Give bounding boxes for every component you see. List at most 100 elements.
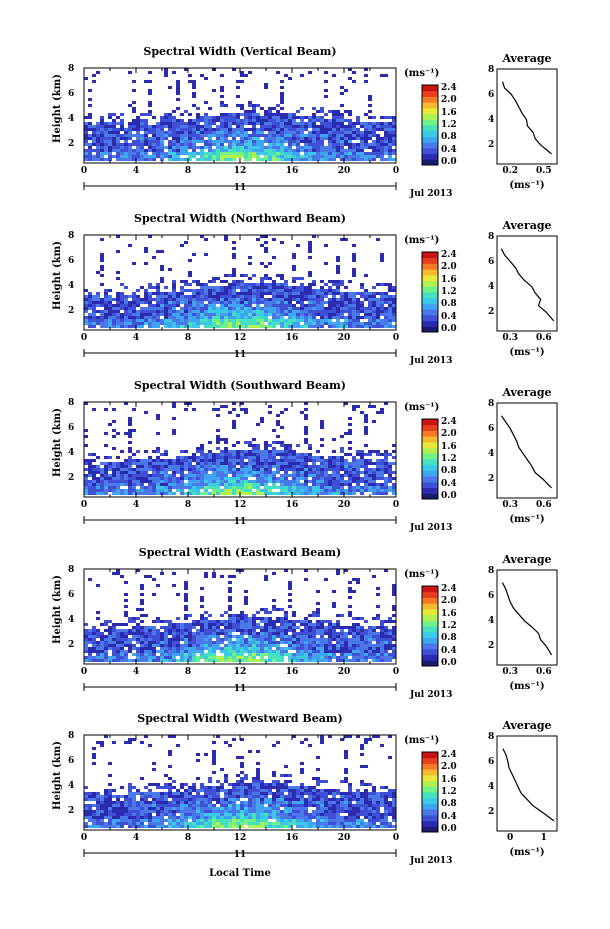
x-tick-label: 8 bbox=[184, 500, 192, 510]
date-label: Jul 2013 bbox=[410, 189, 453, 199]
colorbar-segment bbox=[422, 757, 438, 764]
y-axis-label: Height (km) bbox=[52, 241, 63, 310]
x-tick-label: 0 bbox=[392, 333, 400, 343]
average-unit: (ms⁻¹) bbox=[509, 681, 545, 692]
colorbar-tick-label: 0.8 bbox=[441, 299, 457, 310]
colorbar-segment bbox=[422, 643, 438, 650]
colorbar-segment bbox=[422, 786, 438, 793]
x-tick-label: 4 bbox=[132, 667, 140, 677]
colorbar-segment bbox=[422, 774, 438, 782]
colorbar-segment bbox=[422, 769, 438, 776]
y-tick-label: 2 bbox=[68, 473, 75, 483]
y-tick-label: 2 bbox=[68, 139, 75, 149]
day-bar bbox=[83, 849, 397, 857]
colorbar-segment bbox=[422, 90, 438, 97]
average-y-tick-label: 2 bbox=[488, 807, 495, 817]
panel-title: Spectral Width (Eastward Beam) bbox=[138, 546, 342, 559]
x-tick-label: 20 bbox=[337, 166, 351, 176]
x-tick-label: 0 bbox=[392, 667, 400, 677]
colorbar-segment bbox=[422, 648, 438, 656]
colorbar-tick-label: 0.4 bbox=[441, 311, 457, 322]
colorbar-segment bbox=[422, 660, 438, 667]
x-tick-label: 16 bbox=[285, 667, 299, 677]
colorbar-tick-label: 2.0 bbox=[441, 262, 457, 273]
average-frame bbox=[496, 402, 558, 499]
x-tick-label: 0 bbox=[392, 500, 400, 510]
colorbar-segment bbox=[422, 763, 438, 770]
colorbar-tick-label: 0.4 bbox=[441, 811, 457, 822]
colorbar-segment bbox=[422, 85, 438, 92]
x-tick-label: 20 bbox=[337, 333, 351, 343]
colorbar-segment bbox=[422, 263, 438, 270]
x-tick-label: 20 bbox=[337, 833, 351, 843]
colorbar bbox=[421, 418, 439, 500]
colorbar bbox=[421, 84, 439, 166]
colorbar-tick-label: 2.4 bbox=[441, 584, 457, 594]
colorbar-segment bbox=[422, 626, 438, 633]
average-y-tick-label: 8 bbox=[488, 232, 495, 242]
colorbar-segment bbox=[422, 631, 438, 638]
average-y-tick-label: 2 bbox=[488, 307, 495, 317]
colorbar-segment bbox=[422, 459, 438, 466]
average-y-tick-label: 4 bbox=[488, 115, 495, 125]
x-tick-label: 0 bbox=[392, 166, 400, 176]
colorbar-segment bbox=[422, 603, 438, 610]
x-tick-label: 12 bbox=[233, 166, 247, 176]
x-tick-label: 4 bbox=[132, 333, 140, 343]
y-tick-label: 8 bbox=[68, 231, 75, 241]
day-label: 11 bbox=[233, 517, 247, 527]
colorbar-tick-label: 0.0 bbox=[441, 658, 457, 668]
y-tick-label: 2 bbox=[68, 640, 75, 650]
average-y-tick-label: 8 bbox=[488, 732, 495, 742]
colorbar-tick-label: 0.4 bbox=[441, 144, 457, 155]
colorbar-segment bbox=[422, 320, 438, 327]
average-frame bbox=[496, 68, 558, 165]
colorbar-segment bbox=[422, 297, 438, 304]
panel-title: Spectral Width (Northward Beam) bbox=[134, 212, 346, 225]
average-profile-line bbox=[502, 748, 555, 822]
colorbar-segment bbox=[422, 481, 438, 489]
average-frame bbox=[496, 735, 558, 832]
colorbar-segment bbox=[422, 826, 438, 833]
colorbar-segment bbox=[422, 142, 438, 149]
x-tick-label: 0 bbox=[80, 500, 88, 510]
colorbar-segment bbox=[422, 419, 438, 426]
average-y-tick-label: 4 bbox=[488, 449, 495, 459]
colorbar-segment bbox=[422, 119, 438, 126]
colorbar-segment bbox=[422, 309, 438, 316]
colorbar-segment bbox=[422, 487, 438, 494]
colorbar-segment bbox=[422, 464, 438, 471]
x-tick-label: 0 bbox=[80, 333, 88, 343]
x-tick-label: 4 bbox=[132, 833, 140, 843]
colorbar-segment bbox=[422, 286, 438, 293]
average-y-tick-label: 8 bbox=[488, 65, 495, 75]
heatmap bbox=[83, 67, 397, 164]
colorbar-segment bbox=[422, 147, 438, 155]
colorbar-tick-label: 1.6 bbox=[441, 608, 457, 619]
average-x-tick-label: 0.3 bbox=[502, 667, 519, 677]
panel-title: Spectral Width (Vertical Beam) bbox=[143, 45, 337, 58]
colorbar-segment bbox=[422, 430, 438, 437]
y-tick-label: 2 bbox=[68, 306, 75, 316]
colorbar-tick-label: 2.0 bbox=[441, 429, 457, 440]
average-title: Average bbox=[502, 52, 552, 65]
average-plot bbox=[496, 68, 558, 165]
colorbar-unit: (ms⁻¹) bbox=[404, 569, 440, 580]
y-tick-label: 6 bbox=[68, 256, 75, 266]
colorbar-tick-label: 1.2 bbox=[441, 787, 457, 797]
colorbar-segment bbox=[422, 292, 438, 299]
colorbar-segment bbox=[422, 637, 438, 644]
average-profile-line bbox=[501, 81, 552, 155]
average-x-tick-label: 0.2 bbox=[502, 166, 519, 176]
colorbar-tick-label: 0.0 bbox=[441, 491, 457, 501]
heatmap bbox=[83, 734, 397, 831]
y-axis-label: Height (km) bbox=[52, 741, 63, 810]
colorbar-tick-label: 2.4 bbox=[441, 83, 457, 93]
x-tick-label: 4 bbox=[132, 500, 140, 510]
colorbar-unit: (ms⁻¹) bbox=[404, 68, 440, 79]
colorbar-segment bbox=[422, 614, 438, 621]
colorbar-tick-label: 2.0 bbox=[441, 762, 457, 773]
colorbar-segment bbox=[422, 107, 438, 115]
x-tick-label: 12 bbox=[233, 333, 247, 343]
colorbar-segment bbox=[422, 96, 438, 103]
